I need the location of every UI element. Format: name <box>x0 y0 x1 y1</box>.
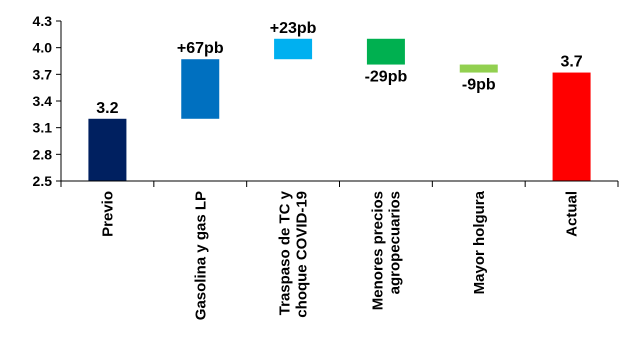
y-tick-label: 2.5 <box>33 173 53 189</box>
bars: 3.2 +67pb +23pb -29pb -9pb 3.7 <box>88 20 591 181</box>
category-label-line: choque COVID-19 <box>294 191 311 318</box>
category-label-line: Mayor holgura <box>471 190 488 294</box>
category-label: Actual <box>564 191 581 237</box>
y-tick-label: 4.3 <box>33 13 53 29</box>
data-label: +23pb <box>270 20 317 37</box>
category-label-line: Previo <box>99 191 116 237</box>
bar <box>366 38 405 65</box>
y-tick-label: 4.0 <box>33 40 53 56</box>
y-tick-label: 2.8 <box>33 146 53 162</box>
category-label-line: Menores precios <box>369 191 386 310</box>
category-label: Menores precios agropecuarios <box>369 191 403 310</box>
category-label: Gasolina y gas LP <box>192 191 209 320</box>
bar <box>181 59 220 119</box>
bar <box>459 64 498 73</box>
y-axis: 2.5 2.8 3.1 3.4 3.7 4.0 4.3 <box>33 13 62 189</box>
data-label: 3.2 <box>96 100 118 117</box>
category-label-line: Gasolina y gas LP <box>192 191 209 320</box>
y-tick-label: 3.1 <box>33 120 53 136</box>
category-label-line: Actual <box>564 191 581 237</box>
category-label-line: Traspaso de TC y <box>277 190 294 315</box>
category-label: Traspaso de TC y choque COVID-19 <box>277 190 311 317</box>
category-label: Previo <box>99 191 116 237</box>
y-tick-label: 3.4 <box>33 93 53 109</box>
category-label-line: agropecuarios <box>386 191 403 294</box>
data-label: 3.7 <box>560 54 582 71</box>
category-label: Mayor holgura <box>471 190 488 294</box>
data-label: +67pb <box>177 40 224 57</box>
data-label: -9pb <box>462 77 496 94</box>
bar <box>552 72 591 181</box>
data-label: -29pb <box>365 69 408 86</box>
bar <box>274 38 313 60</box>
y-tick-label: 3.7 <box>33 66 53 82</box>
bar <box>88 118 127 181</box>
